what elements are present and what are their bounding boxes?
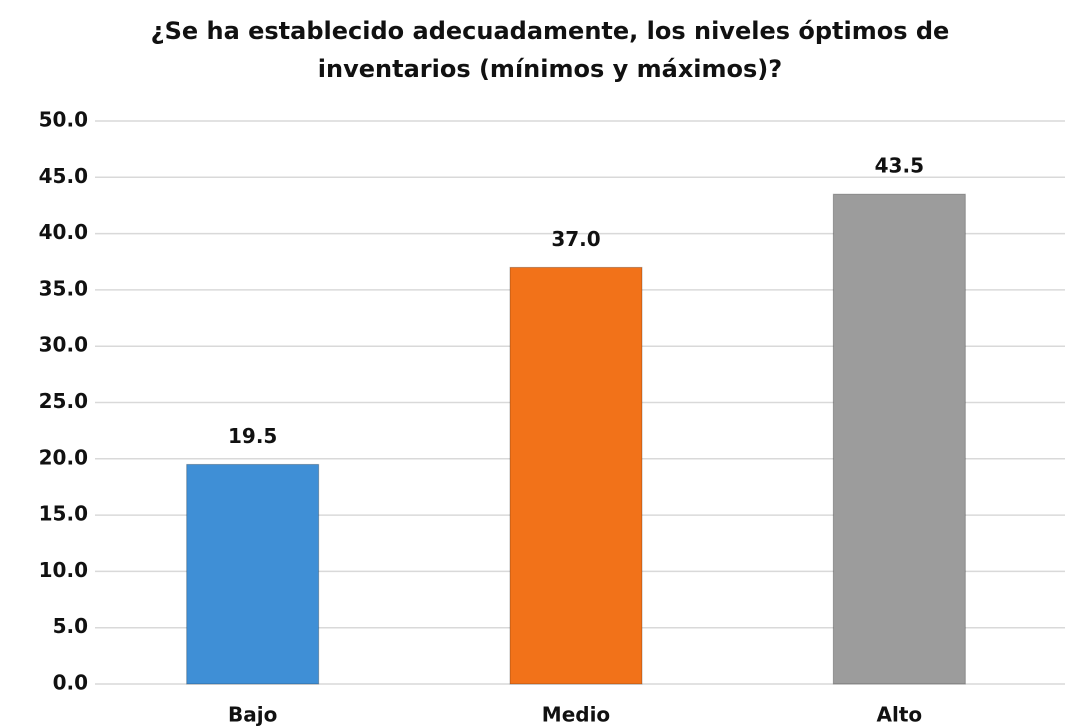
x-tick-label: Bajo: [228, 703, 277, 727]
y-tick-label: 35.0: [39, 276, 88, 300]
y-tick-label: 15.0: [39, 502, 88, 526]
y-tick-label: 45.0: [39, 164, 88, 188]
y-tick-label: 5.0: [53, 614, 88, 638]
bar: [832, 193, 966, 685]
y-tick-label: 30.0: [39, 333, 88, 357]
x-tick-label: Medio: [542, 703, 610, 727]
y-tick-label: 20.0: [39, 445, 88, 469]
y-tick-label: 10.0: [39, 558, 88, 582]
bar: [509, 266, 643, 685]
y-tick-label: 40.0: [39, 220, 88, 244]
chart-title: ¿Se ha establecido adecuadamente, los ni…: [150, 17, 950, 83]
y-tick-label: 0.0: [53, 671, 88, 695]
value-label: 43.5: [875, 154, 924, 178]
value-label: 37.0: [551, 227, 600, 251]
bar: [186, 463, 320, 685]
x-tick-label: Alto: [877, 703, 923, 727]
y-tick-label: 25.0: [39, 389, 88, 413]
value-label: 19.5: [228, 424, 277, 448]
y-tick-label: 50.0: [39, 108, 88, 132]
